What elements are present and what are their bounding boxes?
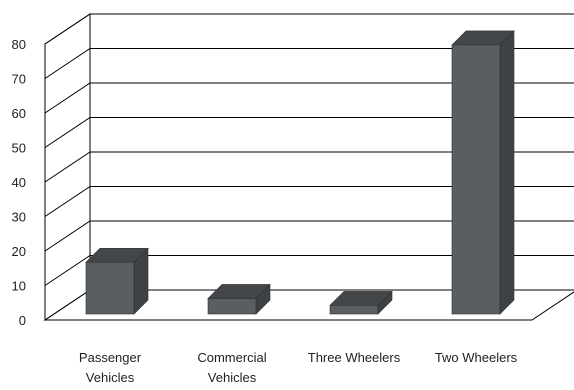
y-tick-label: 70 <box>12 72 26 87</box>
y-tick-label: 40 <box>12 175 26 190</box>
bar-front <box>329 305 379 315</box>
gridline <box>44 186 574 217</box>
y-tick-label: 10 <box>12 279 26 294</box>
bar <box>85 247 149 315</box>
bar-front <box>207 298 257 315</box>
bar <box>451 30 515 315</box>
y-tick-label: 20 <box>12 244 26 259</box>
y-tick-label: 80 <box>12 37 26 52</box>
x-category-label: Two Wheelers <box>435 350 518 365</box>
bars <box>85 30 515 315</box>
bar-front <box>451 44 501 315</box>
bar-front <box>85 261 135 315</box>
bar <box>329 290 393 315</box>
gridline <box>44 151 574 183</box>
y-axis-tick-labels: 0 10 20 30 40 50 60 70 80 <box>12 37 26 328</box>
y-tick-label: 0 <box>19 313 26 328</box>
bar-side <box>499 30 515 315</box>
y-tick-label: 50 <box>12 141 26 156</box>
gridline <box>44 117 574 148</box>
x-category-label: Three Wheelers <box>308 350 401 365</box>
gridline <box>44 220 574 252</box>
y-tick-label: 30 <box>12 210 26 225</box>
gridline <box>44 13 574 45</box>
x-category-label: Passenger Vehicles <box>79 350 142 385</box>
y-tick-label: 60 <box>12 106 26 121</box>
x-category-label: Commercial Vehicles <box>197 350 266 385</box>
gridline <box>44 48 574 79</box>
x-axis-category-labels: Passenger Vehicles Commercial Vehicles Three… <box>79 350 518 385</box>
bar <box>207 283 271 315</box>
gridline <box>44 82 574 114</box>
gridline <box>44 255 574 286</box>
floor <box>43 289 574 321</box>
gridlines <box>44 13 574 286</box>
